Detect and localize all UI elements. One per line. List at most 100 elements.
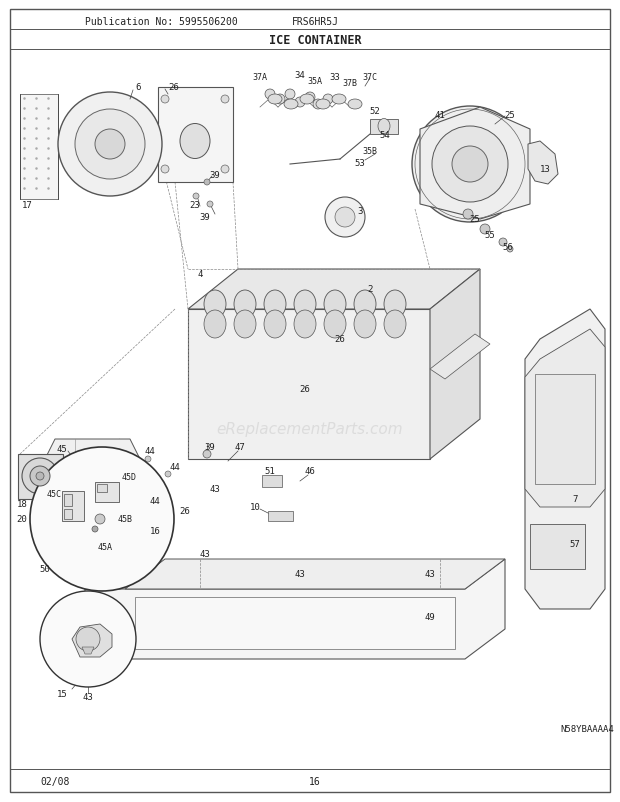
Text: 45A: 45A <box>97 543 112 552</box>
Text: 16: 16 <box>149 527 161 536</box>
Text: 34: 34 <box>294 71 306 79</box>
Text: 39: 39 <box>200 213 210 221</box>
Bar <box>535 375 595 484</box>
Ellipse shape <box>204 310 226 338</box>
Circle shape <box>305 93 315 103</box>
Text: 44: 44 <box>144 447 156 456</box>
Polygon shape <box>82 647 94 654</box>
Text: 45: 45 <box>56 445 68 454</box>
Circle shape <box>40 591 136 687</box>
Ellipse shape <box>204 290 226 318</box>
Text: 15: 15 <box>56 690 68 699</box>
Circle shape <box>221 166 229 174</box>
Text: 49: 49 <box>425 613 435 622</box>
Bar <box>262 476 282 488</box>
Circle shape <box>275 95 285 105</box>
Bar <box>64 494 72 506</box>
Text: 54: 54 <box>379 131 391 140</box>
Polygon shape <box>125 559 505 589</box>
Bar <box>97 484 107 492</box>
Circle shape <box>95 514 105 525</box>
Text: Publication No: 5995506200: Publication No: 5995506200 <box>85 17 237 27</box>
Circle shape <box>335 208 355 228</box>
Ellipse shape <box>378 119 390 134</box>
Circle shape <box>463 210 473 220</box>
Polygon shape <box>528 142 558 184</box>
Bar <box>158 88 233 183</box>
Text: 25: 25 <box>505 111 515 119</box>
Ellipse shape <box>264 290 286 318</box>
Text: 7: 7 <box>572 495 578 504</box>
Text: 37A: 37A <box>252 74 267 83</box>
Text: 35B: 35B <box>363 148 378 156</box>
Text: 6: 6 <box>135 83 141 92</box>
Text: 37C: 37C <box>363 72 378 81</box>
Circle shape <box>75 110 145 180</box>
Text: 4: 4 <box>197 270 203 279</box>
Text: 02/08: 02/08 <box>40 776 69 786</box>
Bar <box>64 509 72 520</box>
Ellipse shape <box>384 290 406 318</box>
Text: 41: 41 <box>435 111 445 119</box>
Circle shape <box>22 459 58 494</box>
Text: 57: 57 <box>570 540 580 549</box>
Ellipse shape <box>180 124 210 160</box>
Circle shape <box>432 127 508 203</box>
Text: 55: 55 <box>485 230 495 239</box>
Text: 46: 46 <box>304 467 316 476</box>
Circle shape <box>30 448 174 591</box>
Text: 43: 43 <box>210 485 220 494</box>
Circle shape <box>507 247 513 253</box>
Text: 10: 10 <box>250 503 260 512</box>
Circle shape <box>92 526 98 533</box>
Polygon shape <box>85 559 505 659</box>
Polygon shape <box>188 269 480 310</box>
Polygon shape <box>45 439 140 539</box>
Ellipse shape <box>316 100 330 110</box>
Text: 43: 43 <box>200 550 210 559</box>
Ellipse shape <box>300 95 314 105</box>
Ellipse shape <box>294 290 316 318</box>
Text: 26: 26 <box>335 335 345 344</box>
Bar <box>268 512 293 521</box>
Text: 45C: 45C <box>47 490 62 499</box>
Text: 23: 23 <box>190 200 200 209</box>
Circle shape <box>452 147 488 183</box>
Polygon shape <box>525 330 605 508</box>
Text: ICE CONTAINER: ICE CONTAINER <box>268 34 361 47</box>
Text: 16: 16 <box>309 776 321 786</box>
Text: 43: 43 <box>294 569 306 579</box>
Circle shape <box>295 98 305 107</box>
Text: 26: 26 <box>168 83 179 92</box>
Ellipse shape <box>234 290 256 318</box>
Circle shape <box>147 506 153 512</box>
Text: 35A: 35A <box>308 78 322 87</box>
Bar <box>530 525 585 569</box>
Circle shape <box>76 627 100 651</box>
Text: eReplacementParts.com: eReplacementParts.com <box>216 422 404 437</box>
Circle shape <box>480 225 490 235</box>
Text: FRS6HR5J: FRS6HR5J <box>291 17 339 27</box>
Circle shape <box>499 239 507 247</box>
Circle shape <box>412 107 528 223</box>
Text: 37B: 37B <box>342 79 358 87</box>
Bar <box>135 597 455 649</box>
Bar <box>370 119 398 135</box>
Circle shape <box>221 96 229 104</box>
Text: 43: 43 <box>425 569 435 579</box>
Text: 26: 26 <box>180 507 190 516</box>
Text: 51: 51 <box>265 467 275 476</box>
Circle shape <box>58 93 162 196</box>
Circle shape <box>161 96 169 104</box>
Text: 50: 50 <box>40 565 50 573</box>
Ellipse shape <box>354 290 376 318</box>
Text: 56: 56 <box>503 243 513 252</box>
Text: N58YBAAAA4: N58YBAAAA4 <box>560 724 614 734</box>
Circle shape <box>145 456 151 463</box>
Text: 25: 25 <box>469 215 481 225</box>
Text: 13: 13 <box>539 165 551 174</box>
Text: 43: 43 <box>82 693 94 702</box>
Circle shape <box>325 198 365 237</box>
Ellipse shape <box>234 310 256 338</box>
Text: 44: 44 <box>149 497 161 506</box>
